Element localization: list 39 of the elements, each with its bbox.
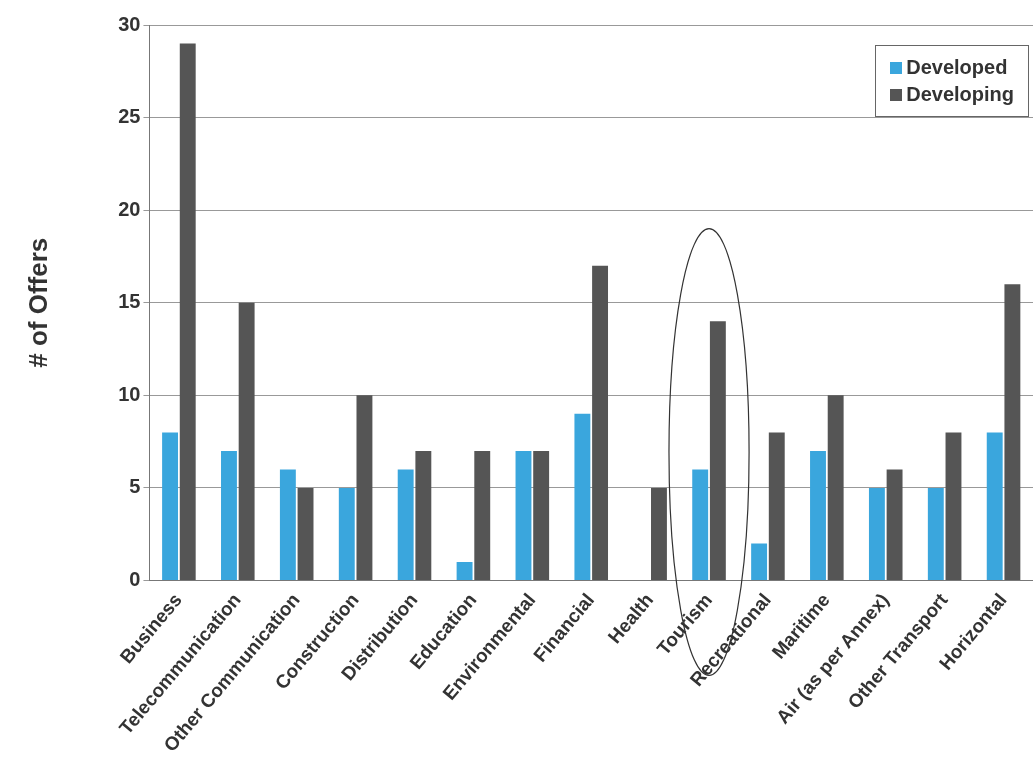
- legend-label: Developed: [906, 56, 1008, 79]
- y-tick-label: 5: [129, 475, 141, 498]
- bar: [886, 469, 903, 581]
- bar: [515, 450, 532, 581]
- bar: [986, 432, 1003, 581]
- bar: [768, 432, 785, 581]
- bar: [415, 450, 432, 581]
- bar: [651, 487, 667, 581]
- bar: [827, 395, 844, 581]
- y-tick-label: 30: [118, 12, 141, 35]
- bar: [533, 450, 550, 581]
- bar: [162, 432, 179, 581]
- y-axis-title: # of Offers: [22, 237, 53, 368]
- bar: [751, 543, 768, 581]
- y-tick-label: 15: [118, 290, 141, 313]
- bar: [868, 487, 885, 581]
- bar: [592, 265, 609, 581]
- bar: [338, 487, 355, 581]
- bar: [810, 450, 826, 581]
- bar: [474, 450, 491, 581]
- bar: [279, 469, 296, 581]
- bar: [709, 321, 726, 581]
- bar: [945, 432, 962, 581]
- bar: [297, 487, 314, 581]
- y-tick-label: 20: [118, 197, 141, 220]
- y-tick-label: 0: [129, 568, 141, 591]
- bar: [927, 487, 944, 581]
- bar: [221, 450, 237, 581]
- legend-label: Developing: [906, 83, 1014, 106]
- bar: [1004, 284, 1021, 581]
- y-tick-label: 10: [118, 382, 141, 405]
- bar: [692, 469, 709, 581]
- bar: [456, 561, 473, 581]
- bar: [356, 395, 373, 581]
- y-tick-label: 25: [118, 105, 141, 128]
- bar: [238, 302, 255, 581]
- bar: [397, 469, 414, 581]
- bar: [179, 43, 196, 581]
- bar: [574, 413, 591, 581]
